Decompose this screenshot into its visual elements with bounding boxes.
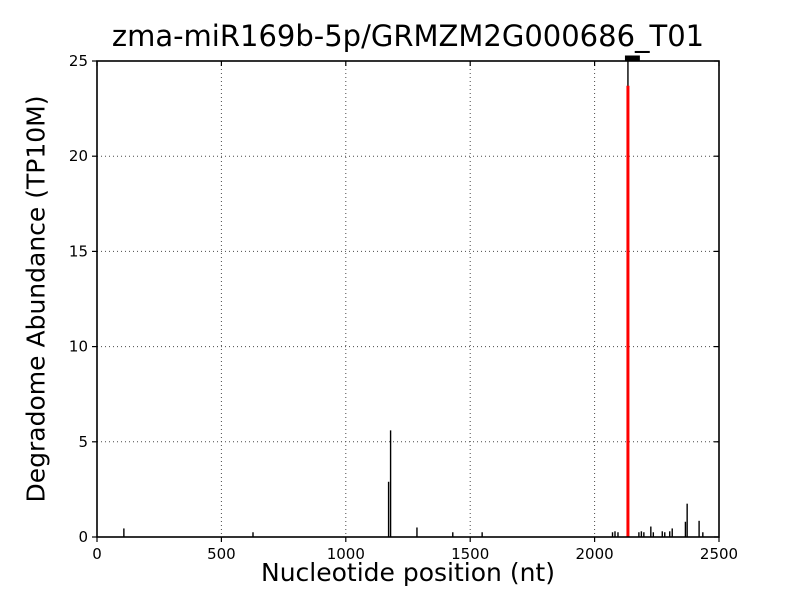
y-tick-label: 5 (78, 433, 88, 451)
x-tick-label: 2000 (576, 545, 614, 563)
y-axis-label: Degradome Abundance (TP10M) (21, 95, 51, 503)
x-tick-label: 500 (207, 545, 236, 563)
y-tick-label: 10 (69, 338, 88, 356)
target-region-marker (624, 55, 640, 61)
chart-title: zma-miR169b-5p/GRMZM2G000686_T01 (111, 19, 705, 53)
x-axis-label: Nucleotide position (nt) (261, 558, 555, 587)
y-tick-label: 25 (69, 52, 88, 70)
x-tick-label: 1000 (327, 545, 365, 563)
y-tick-label: 0 (78, 528, 88, 546)
y-tick-label: 15 (69, 242, 88, 260)
x-tick-label: 2500 (700, 545, 738, 563)
x-tick-label: 0 (92, 545, 102, 563)
y-tick-label: 20 (69, 147, 88, 165)
plot-frame (96, 60, 720, 538)
x-tick-label: 1500 (451, 545, 489, 563)
